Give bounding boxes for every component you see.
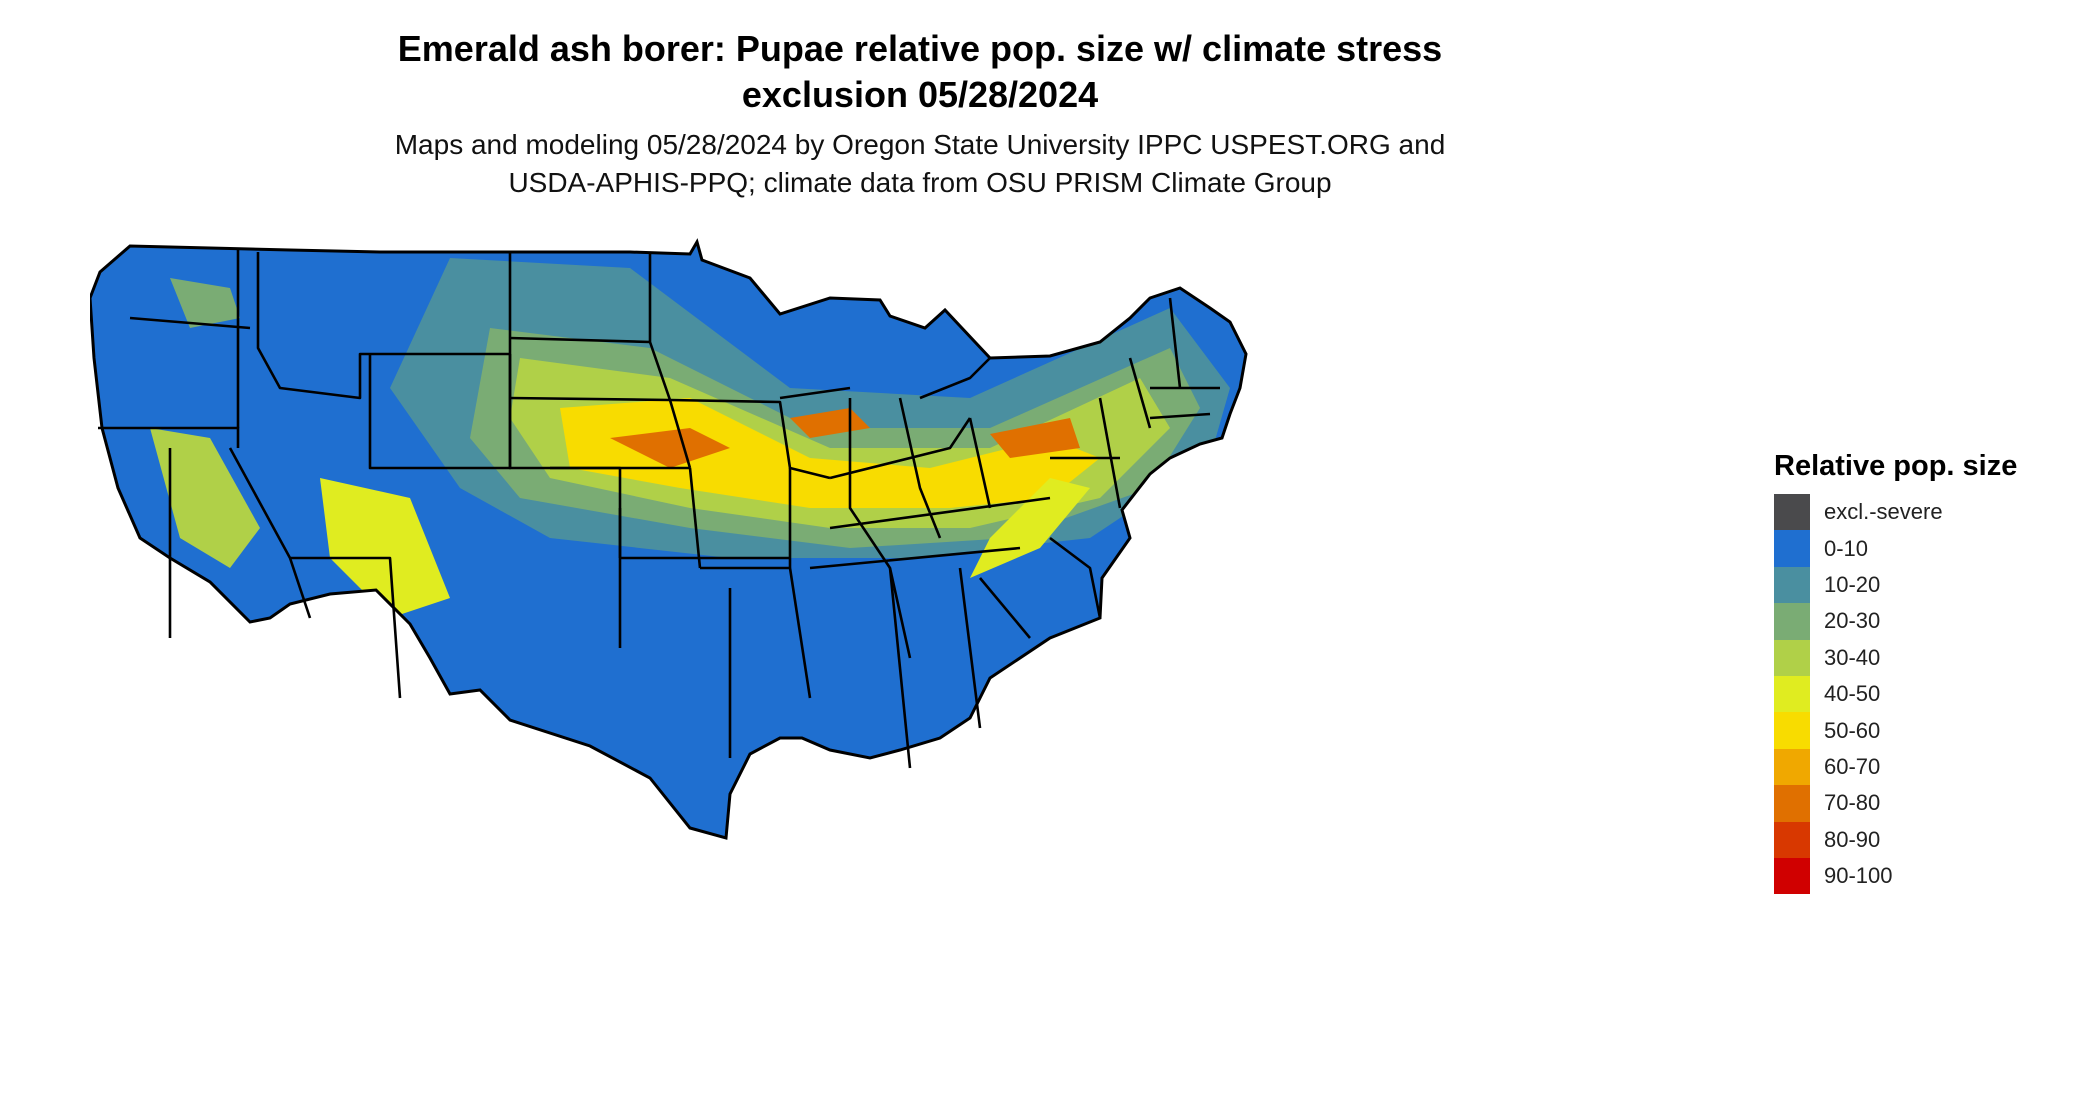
legend-swatch: [1774, 785, 1810, 822]
legend-item: 70-80: [1774, 785, 2017, 822]
legend-label: 30-40: [1824, 644, 1881, 670]
legend-item: 30-40: [1774, 639, 2017, 676]
legend-item: 60-70: [1774, 748, 2017, 786]
state-borders: [98, 250, 1220, 769]
legend-label: 10-20: [1824, 571, 1881, 597]
us-map-svg: [88, 240, 1248, 840]
map-subtitle-line2: USDA-APHIS-PPQ; climate data from OSU PR…: [508, 167, 1332, 198]
legend-swatch: [1774, 494, 1810, 531]
legend-swatch: [1774, 639, 1810, 676]
legend: Relative pop. size excl.-severe 0-10 10-20…: [1774, 448, 2018, 895]
legend-swatch: [1774, 566, 1810, 604]
legend-item: 10-20: [1774, 566, 2017, 604]
map-subtitle: Maps and modeling 05/28/2024 by Oregon S…: [0, 126, 1840, 202]
legend-label: 70-80: [1824, 790, 1881, 816]
legend-item: 50-60: [1774, 712, 2017, 749]
map-title: Emerald ash borer: Pupae relative pop. s…: [0, 26, 1840, 118]
legend-items: excl.-severe 0-10 10-20 20-30 30-40 40-50 50-6…: [1774, 494, 2017, 895]
map-title-line1: Emerald ash borer: Pupae relative pop. s…: [397, 28, 1443, 69]
legend-item: excl.-severe: [1774, 494, 2017, 531]
legend-label: excl.-severe: [1824, 499, 1943, 525]
legend-item: 40-50: [1774, 675, 2017, 713]
legend-item: 90-100: [1774, 857, 2017, 895]
legend-item: 80-90: [1774, 821, 2017, 858]
legend-label: 40-50: [1824, 681, 1881, 707]
legend-swatch: [1774, 712, 1810, 749]
legend-label: 50-60: [1824, 717, 1881, 743]
map-title-line2: exclusion 05/28/2024: [741, 74, 1099, 115]
legend-swatch: [1774, 748, 1810, 786]
legend-label: 80-90: [1824, 826, 1881, 852]
us-map: [88, 238, 1750, 1098]
legend-label: 90-100: [1824, 863, 1893, 889]
legend-title: Relative pop. size: [1774, 450, 2018, 482]
legend-swatch: [1774, 675, 1810, 713]
legend-swatch: [1774, 530, 1810, 567]
legend-item: 20-30: [1774, 603, 2017, 640]
legend-label: 20-30: [1824, 608, 1881, 634]
map-fill: [90, 242, 1246, 838]
legend-label: 60-70: [1824, 753, 1881, 779]
legend-swatch: [1774, 857, 1810, 895]
legend-swatch: [1774, 821, 1810, 858]
map-subtitle-line1: Maps and modeling 05/28/2024 by Oregon S…: [394, 129, 1446, 160]
legend-swatch: [1774, 603, 1810, 640]
legend-item: 0-10: [1774, 530, 2017, 567]
legend-label: 0-10: [1824, 535, 1869, 561]
